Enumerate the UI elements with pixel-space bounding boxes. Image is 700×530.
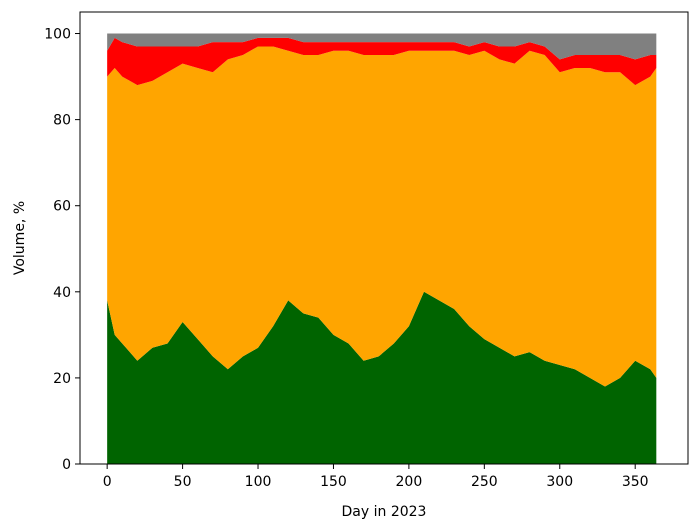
x-tick-label: 50 [174,474,192,490]
y-axis-label: Volume, % [12,201,28,275]
y-tick-label: 0 [62,457,71,473]
x-tick-label: 350 [622,474,649,490]
x-axis-ticks: 0 50 100 150 200 250 300 350 [103,464,649,490]
area-series-2 [107,46,657,387]
x-tick-label: 200 [396,474,423,490]
y-tick-label: 80 [53,113,71,129]
x-axis-label: Day in 2023 [342,504,427,520]
x-tick-label: 250 [471,474,498,490]
y-axis-ticks: 0 20 40 60 80 100 [44,27,80,473]
x-tick-label: 300 [546,474,573,490]
plot-frame [79,11,689,465]
y-tick-label: 20 [53,371,71,387]
x-tick-label: 0 [103,474,112,490]
x-tick-label: 150 [320,474,347,490]
area-layer [107,33,657,464]
area-series-1 [107,291,657,464]
area-series-4 [107,33,657,60]
area-series-3 [107,37,657,86]
y-tick-label: 40 [53,285,71,301]
x-tick-label: 100 [245,474,272,490]
y-tick-label: 60 [53,199,71,215]
y-tick-label: 100 [44,27,71,43]
